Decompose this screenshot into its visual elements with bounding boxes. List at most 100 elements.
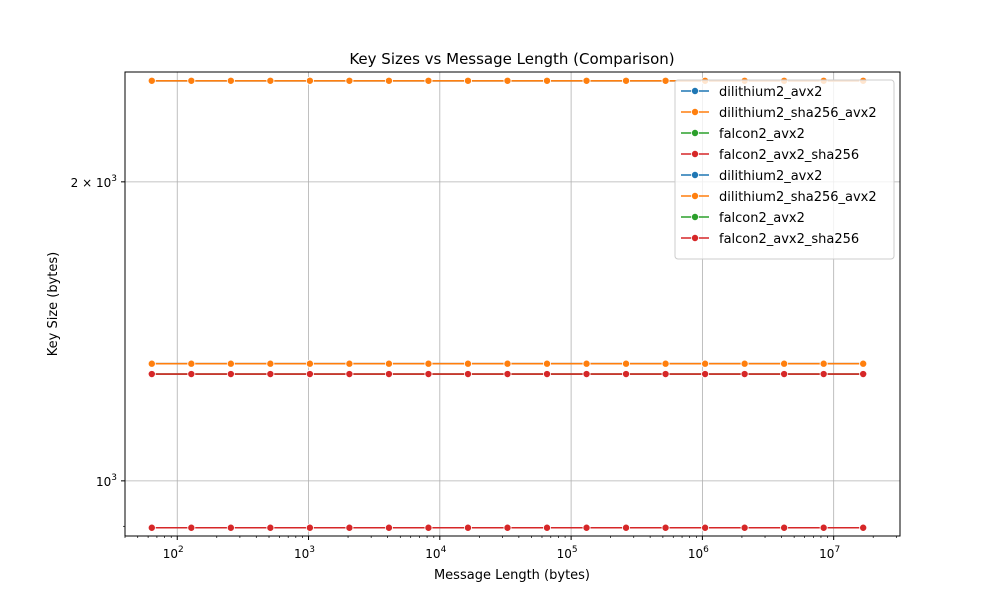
data-point [226, 370, 235, 379]
data-point [543, 523, 552, 532]
data-point [226, 359, 235, 368]
data-point [266, 76, 275, 85]
data-point [622, 523, 631, 532]
data-point [819, 359, 828, 368]
data-point [543, 359, 552, 368]
data-point [384, 370, 393, 379]
data-point [582, 359, 591, 368]
legend-label: falcon2_avx2_sha256 [719, 232, 859, 247]
data-point [780, 359, 789, 368]
legend-entry: falcon2_avx2_sha256 [681, 148, 859, 163]
data-point [582, 76, 591, 85]
plot-frame [124, 71, 901, 537]
series-lines [147, 76, 868, 532]
data-point [384, 523, 393, 532]
legend-marker [691, 233, 700, 242]
data-point [463, 76, 472, 85]
data-point [305, 523, 314, 532]
data-point [661, 359, 670, 368]
data-point [266, 359, 275, 368]
legend-box [674, 79, 895, 260]
data-point [661, 76, 670, 85]
data-point [187, 359, 196, 368]
data-point [740, 523, 749, 532]
data-point [424, 523, 433, 532]
data-point [305, 359, 314, 368]
legend-marker [691, 170, 700, 179]
legend-label: dilithium2_avx2 [719, 85, 822, 100]
legend-label: dilithium2_avx2 [719, 169, 822, 184]
data-point [187, 523, 196, 532]
data-point [305, 76, 314, 85]
legend-label: dilithium2_sha256_avx2 [719, 106, 877, 121]
legend-marker [691, 212, 700, 221]
data-point [187, 370, 196, 379]
legend-entry: dilithium2_sha256_avx2 [681, 190, 877, 205]
legend-entry: dilithium2_avx2 [681, 169, 822, 184]
data-point [384, 359, 393, 368]
data-point [543, 76, 552, 85]
data-point [424, 359, 433, 368]
data-point [859, 359, 868, 368]
data-point [859, 523, 868, 532]
data-point [424, 370, 433, 379]
data-point [780, 370, 789, 379]
legend-label: falcon2_avx2_sha256 [719, 148, 859, 163]
data-point [147, 370, 156, 379]
y-tick-label: 103 [96, 473, 117, 489]
legend-marker [691, 108, 700, 117]
data-point [740, 359, 749, 368]
data-point [701, 523, 710, 532]
data-point [582, 523, 591, 532]
data-point [345, 370, 354, 379]
data-point [424, 76, 433, 85]
x-tick-label: 104 [425, 545, 446, 561]
data-point [622, 359, 631, 368]
legend-entry: dilithium2_sha256_avx2 [681, 106, 877, 121]
series-dilithium2_sha256_avx2 [147, 359, 868, 368]
data-point [503, 523, 512, 532]
y-tick-label: 2 × 103 [71, 174, 117, 190]
data-point [503, 359, 512, 368]
series-falcon2_avx2_sha256 [147, 370, 868, 379]
y-axis-label: Key Size (bytes) [46, 252, 61, 356]
x-tick-label: 107 [819, 545, 840, 561]
data-point [503, 76, 512, 85]
data-point [463, 523, 472, 532]
data-point [345, 523, 354, 532]
data-point [701, 359, 710, 368]
chart-title: Key Sizes vs Message Length (Comparison) [349, 50, 674, 68]
data-point [187, 76, 196, 85]
data-point [305, 370, 314, 379]
legend-entry: falcon2_avx2_sha256 [681, 232, 859, 247]
data-point [345, 76, 354, 85]
x-tick-label: 106 [688, 545, 709, 561]
data-point [345, 359, 354, 368]
data-point [266, 523, 275, 532]
x-tick-label: 102 [163, 545, 184, 561]
data-point [859, 370, 868, 379]
data-point [819, 523, 828, 532]
legend-marker [691, 191, 700, 200]
legend-marker [691, 128, 700, 137]
data-point [622, 76, 631, 85]
legend: dilithium2_avx2dilithium2_sha256_avx2fal… [674, 79, 895, 260]
legend-label: falcon2_avx2 [719, 211, 805, 226]
data-point [147, 523, 156, 532]
data-point [226, 76, 235, 85]
data-point [740, 370, 749, 379]
data-point [661, 370, 670, 379]
data-point [266, 370, 275, 379]
series-falcon2_avx2_sha256 [147, 523, 868, 532]
axis-ticks: 102 103 104 105 106 107 103 2 × 103 [71, 174, 897, 561]
data-point [661, 523, 670, 532]
legend-label: falcon2_avx2 [719, 127, 805, 142]
legend-entry: dilithium2_avx2 [681, 85, 822, 100]
data-point [701, 370, 710, 379]
data-point [780, 523, 789, 532]
data-point [503, 370, 512, 379]
data-point [147, 359, 156, 368]
data-point [226, 523, 235, 532]
grid-lines [125, 72, 900, 536]
